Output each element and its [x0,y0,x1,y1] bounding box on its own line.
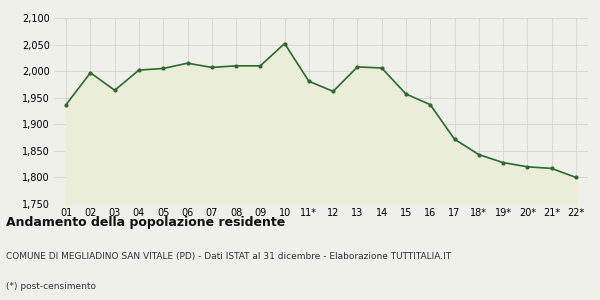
Text: COMUNE DI MEGLIADINO SAN VITALE (PD) - Dati ISTAT al 31 dicembre - Elaborazione : COMUNE DI MEGLIADINO SAN VITALE (PD) - D… [6,252,451,261]
Text: Andamento della popolazione residente: Andamento della popolazione residente [6,216,285,229]
Text: (*) post-censimento: (*) post-censimento [6,282,96,291]
